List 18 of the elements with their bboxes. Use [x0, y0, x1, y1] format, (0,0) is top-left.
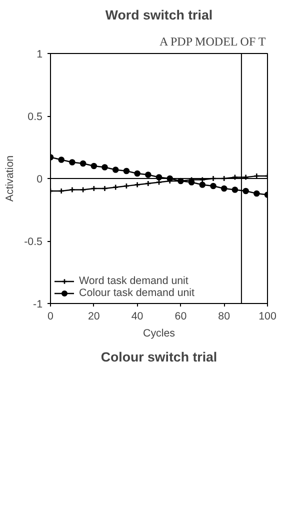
legend-label: Word task demand unit	[79, 275, 188, 287]
chart-title: Word switch trial	[105, 8, 213, 22]
x-tick-label: 100	[258, 310, 276, 322]
x-axis-title: Cycles	[143, 328, 175, 340]
text: A PDP MODEL OF T	[159, 34, 266, 48]
y-tick-label: 0	[36, 174, 43, 186]
x-tick-label: 0	[48, 310, 54, 322]
y-tick-label: 0.5	[28, 111, 43, 123]
y-axis-title: Activation	[4, 155, 16, 202]
y-tick-label: -0.5	[24, 236, 43, 248]
y-tick-label: -1	[33, 298, 43, 310]
x-tick-label: 40	[131, 310, 144, 322]
x-tick-label: 20	[88, 310, 100, 322]
legend-label: Colour task demand unit	[79, 287, 195, 299]
text: Colour switch trial	[100, 350, 218, 364]
x-tick-label: 60	[174, 310, 187, 322]
y-tick-label: 1	[36, 48, 43, 60]
x-tick-label: 80	[218, 310, 230, 322]
